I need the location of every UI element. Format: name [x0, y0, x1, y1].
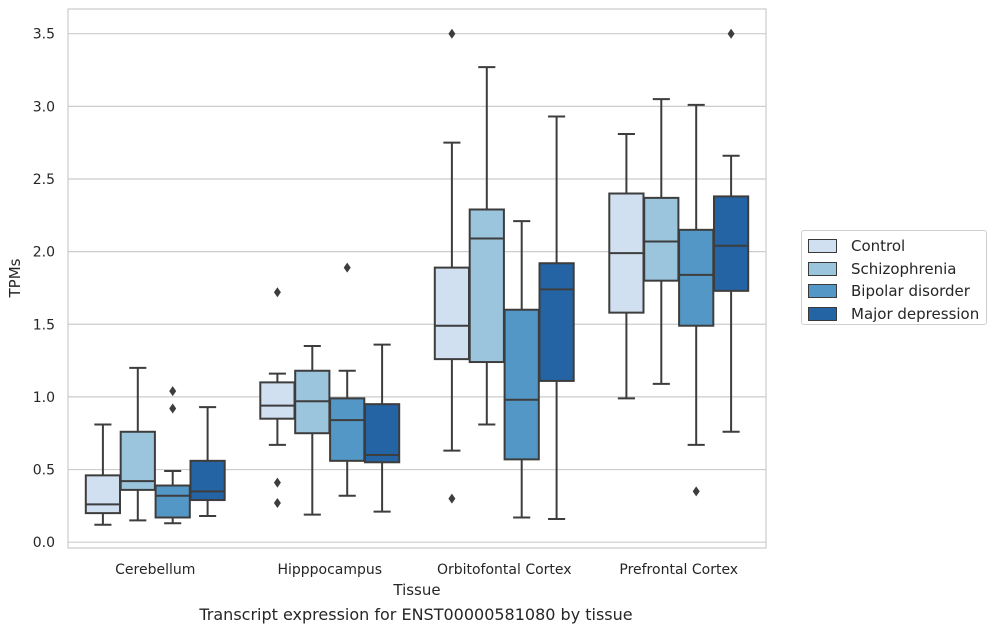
- box-control: [433, 28, 471, 504]
- outlier-point: [169, 403, 177, 414]
- y-tick-label: 2.0: [33, 245, 55, 261]
- box-major-depression: [538, 115, 575, 520]
- legend-item: Major depression: [808, 303, 980, 326]
- box-body: [329, 397, 366, 462]
- y-tick-label: 0.0: [33, 535, 55, 551]
- box-body: [433, 266, 471, 361]
- y-tick-label: 0.5: [33, 463, 55, 479]
- box-body: [538, 262, 575, 382]
- box-major-depression: [712, 28, 750, 433]
- legend-label: Bipolar disorder: [851, 282, 970, 301]
- legend-item: Schizophrenia: [808, 258, 980, 281]
- outlier-point: [273, 497, 281, 508]
- box-body: [643, 196, 680, 282]
- y-tick-label: 2.5: [33, 172, 55, 188]
- legend-item: Bipolar disorder: [808, 280, 980, 303]
- box-groups: [84, 28, 750, 526]
- legend-swatch: [808, 284, 837, 299]
- box-body: [154, 484, 191, 519]
- box-schizophrenia: [119, 366, 156, 522]
- box-body: [363, 403, 401, 464]
- y-ticks: 0.0 0.5 1.0 1.5 2.0 2.5 3.0 3.5: [33, 27, 55, 551]
- box-body: [503, 308, 540, 461]
- box-bipolar-disorder: [154, 386, 191, 525]
- box-bipolar-disorder: [329, 262, 366, 497]
- box-schizophrenia: [468, 66, 505, 426]
- legend-item: Control: [808, 235, 980, 258]
- box-body: [468, 208, 505, 364]
- legend-swatch: [808, 239, 837, 254]
- x-tick-label: Orbitofontal Cortex: [437, 562, 572, 578]
- box-major-depression: [363, 343, 401, 513]
- outlier-point: [343, 262, 351, 273]
- box-control: [608, 132, 645, 400]
- x-tick-label: Hipppocampus: [277, 562, 382, 578]
- outlier-point: [169, 386, 177, 397]
- y-tick-label: 1.0: [33, 390, 55, 406]
- y-tick-label: 3.5: [33, 27, 55, 43]
- box-body: [678, 228, 715, 327]
- legend-swatch: [808, 306, 837, 321]
- box-body: [189, 459, 226, 502]
- plot-frame: [67, 8, 767, 549]
- outlier-point: [727, 28, 735, 39]
- legend-swatch: [808, 261, 837, 276]
- y-axis-label: TPMs: [6, 258, 24, 298]
- x-tick-label: Prefrontal Cortex: [619, 562, 738, 578]
- box-control: [84, 423, 122, 526]
- outlier-point: [273, 477, 281, 488]
- x-axis-label: Tissue: [392, 581, 440, 599]
- legend-label: Schizophrenia: [851, 259, 957, 278]
- outlier-point: [448, 28, 456, 39]
- box-body: [84, 474, 122, 515]
- box-major-depression: [189, 406, 226, 518]
- outlier-point: [692, 486, 700, 497]
- box-body: [259, 381, 296, 420]
- box-bipolar-disorder: [503, 220, 540, 519]
- chart-title: Transcript expression for ENST0000058108…: [199, 605, 633, 624]
- legend: Control Schizophrenia Bipolar disorder Majo…: [801, 230, 987, 325]
- y-tick-label: 3.0: [33, 99, 55, 115]
- grid-lines: [68, 33, 766, 543]
- y-tick-label: 1.5: [33, 317, 55, 333]
- box-body: [712, 195, 750, 292]
- box-control: [259, 287, 296, 508]
- legend-label: Major depression: [851, 304, 980, 323]
- x-ticks: Cerebellum Hipppocampus Orbitofontal Corte…: [115, 562, 738, 578]
- x-tick-label: Cerebellum: [115, 562, 195, 578]
- outlier-point: [448, 493, 456, 504]
- outlier-point: [273, 287, 281, 298]
- legend-label: Control: [851, 237, 906, 256]
- box-bipolar-disorder: [678, 103, 715, 497]
